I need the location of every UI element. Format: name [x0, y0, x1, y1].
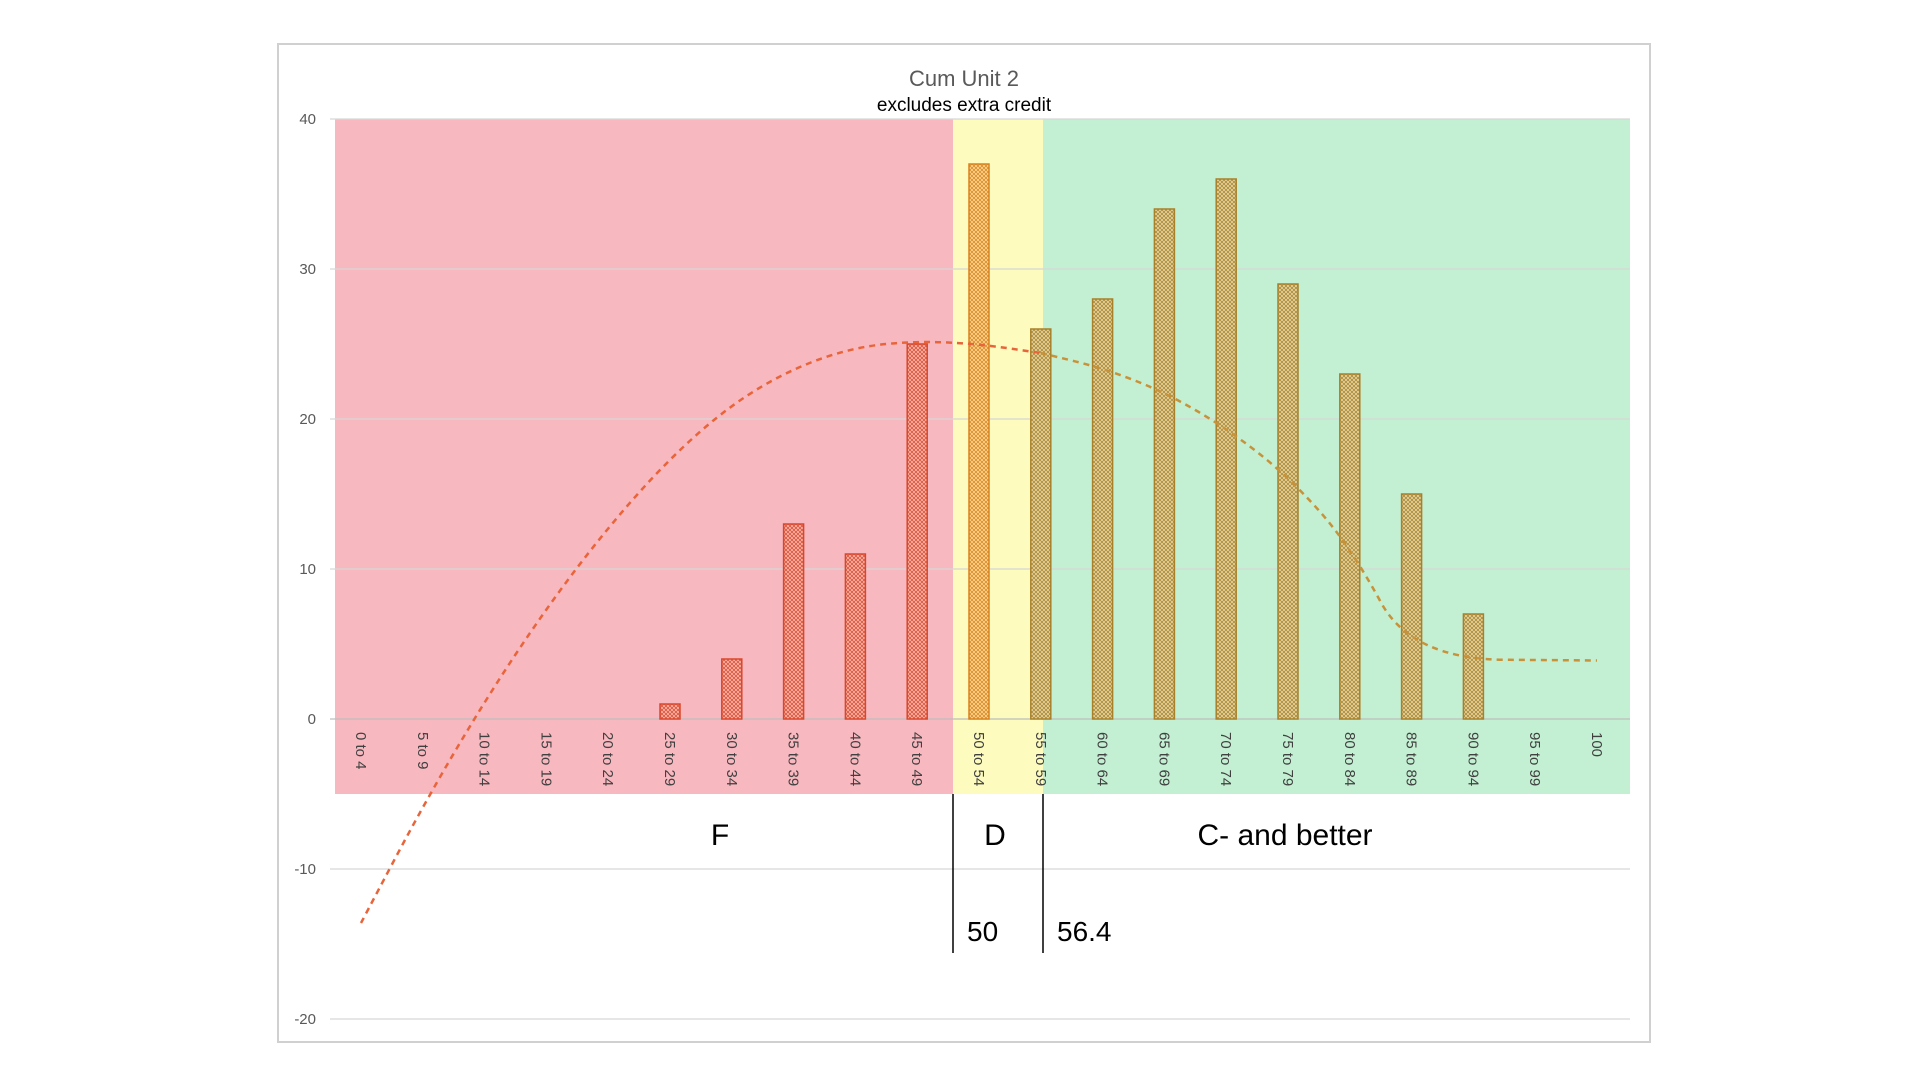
bar	[782, 523, 805, 720]
x-tick-label: 65 to 69	[1155, 732, 1172, 786]
bar	[1277, 283, 1299, 720]
x-tick-label: 80 to 84	[1341, 732, 1358, 786]
zone-c	[1043, 119, 1630, 794]
bar	[1153, 208, 1176, 720]
bar	[968, 163, 990, 720]
chart-subtitle: excludes extra credit	[877, 95, 1052, 116]
x-tick-label: 25 to 29	[661, 732, 678, 786]
bar	[906, 343, 928, 720]
y-tick-label: 20	[299, 411, 316, 428]
bar	[1091, 298, 1114, 720]
cutoff-label: 56.4	[1057, 916, 1112, 947]
x-tick-label: 40 to 44	[846, 732, 863, 786]
bar	[1030, 328, 1052, 720]
bar	[844, 553, 867, 720]
bar	[1400, 493, 1423, 720]
zone-label: F	[711, 819, 729, 852]
trendline	[359, 340, 1598, 924]
zone-label: D	[984, 819, 1006, 852]
x-tick-label: 50 to 54	[970, 732, 987, 786]
x-tick-label: 5 to 9	[414, 732, 431, 770]
x-tick-label: 15 to 19	[537, 732, 554, 786]
y-tick-label: -10	[294, 861, 316, 878]
x-tick-label: 10 to 14	[476, 732, 493, 786]
trendline-left	[359, 340, 1041, 924]
x-tick-label: 70 to 74	[1217, 732, 1234, 786]
x-tick-label: 60 to 64	[1094, 732, 1111, 786]
trendline-right	[1040, 351, 1598, 662]
bar	[1339, 373, 1361, 720]
x-tick-label: 20 to 24	[599, 732, 616, 786]
y-tick-label: 30	[299, 261, 316, 278]
bars	[659, 163, 1485, 720]
bar	[721, 658, 743, 720]
x-tick-label: 75 to 79	[1279, 732, 1296, 786]
x-tick-label: 95 to 99	[1526, 732, 1543, 786]
x-tick-label: 30 to 34	[723, 732, 740, 786]
x-tick-label: 45 to 49	[908, 732, 925, 786]
y-tick-label: 0	[308, 711, 316, 728]
x-tick-label: 55 to 59	[1032, 732, 1049, 786]
zone-d	[953, 119, 1043, 794]
x-tick-label: 85 to 89	[1403, 732, 1420, 786]
x-tick-label: 35 to 39	[785, 732, 802, 786]
y-tick-label: 40	[299, 111, 316, 128]
bar	[1462, 613, 1485, 720]
y-tick-label: -20	[294, 1011, 316, 1028]
x-tick-label: 90 to 94	[1464, 732, 1481, 786]
y-tick-label: 10	[299, 561, 316, 578]
cutoff-label: 50	[967, 916, 998, 947]
zone-label: C- and better	[1197, 819, 1372, 852]
cutoff-markers: 50 56.4 F D C- and better	[711, 794, 1373, 953]
x-axis-ticks: 0 to 4 5 to 9 10 to 14 15 to 19 20 to 24 25 t…	[352, 732, 1605, 786]
x-tick-label: 0 to 4	[352, 732, 369, 770]
x-tick-label: 100	[1588, 732, 1605, 757]
bar	[659, 703, 681, 720]
bar	[1215, 178, 1237, 720]
chart-title: Cum Unit 2	[909, 66, 1019, 91]
y-axis-ticks: -20 -10 0 10 20 30 40	[294, 111, 316, 1028]
grade-zones	[335, 119, 1630, 794]
